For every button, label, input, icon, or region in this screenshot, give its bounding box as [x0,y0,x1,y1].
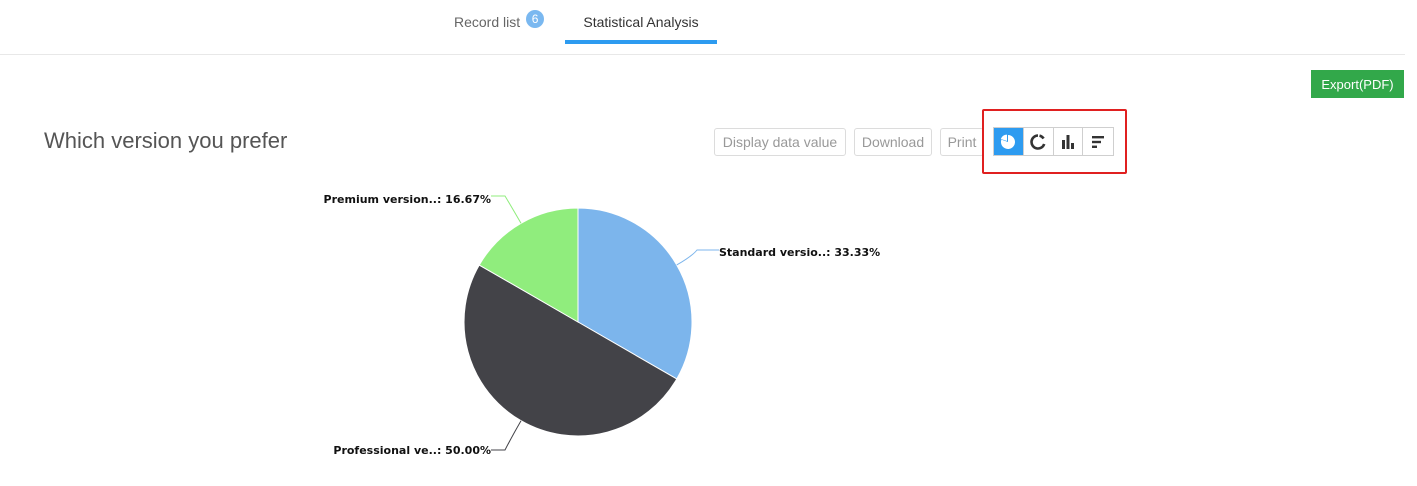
pie-label-connector [491,420,522,451]
pie-slice-label: Premium version..: 16.67% [324,193,491,206]
print-button[interactable]: Print [940,128,984,156]
active-tab-underline [565,40,717,44]
donut-chart-icon [1030,133,1046,150]
pie-slice[interactable] [478,207,579,323]
pie-label-connector [491,195,522,224]
record-count-badge: 6 [526,10,545,28]
tab-bar: Record list 6 Statistical Analysis [0,0,1405,55]
pie-slice[interactable] [463,264,678,437]
horizontal-bar-chart-icon [1092,135,1105,148]
pie-chart-icon [1001,134,1016,149]
bar-chart-icon [1061,134,1074,149]
pie-slice-label: Professional ve..: 50.00% [333,444,491,457]
bar-chart-button[interactable] [1053,128,1084,155]
pie-slice[interactable] [577,207,693,380]
tab-statistical-analysis[interactable]: Statistical Analysis [565,0,717,44]
pie-label-connector [676,249,719,266]
chart-type-switcher [993,127,1114,156]
display-data-value-button[interactable]: Display data value [714,128,846,156]
tab-statistical-analysis-label: Statistical Analysis [583,14,699,30]
download-button[interactable]: Download [854,128,932,156]
tab-record-list[interactable]: Record list 6 [454,0,545,44]
tab-record-list-label: Record list [454,14,521,30]
chart-title: Which version you prefer [44,128,288,153]
horizontal-bar-chart-button[interactable] [1083,128,1113,155]
export-pdf-button[interactable]: Export(PDF) [1311,70,1404,98]
donut-chart-button[interactable] [1023,128,1054,155]
pie-chart-button[interactable] [994,128,1024,155]
pie-slice-label: Standard versio..: 33.33% [719,246,880,259]
